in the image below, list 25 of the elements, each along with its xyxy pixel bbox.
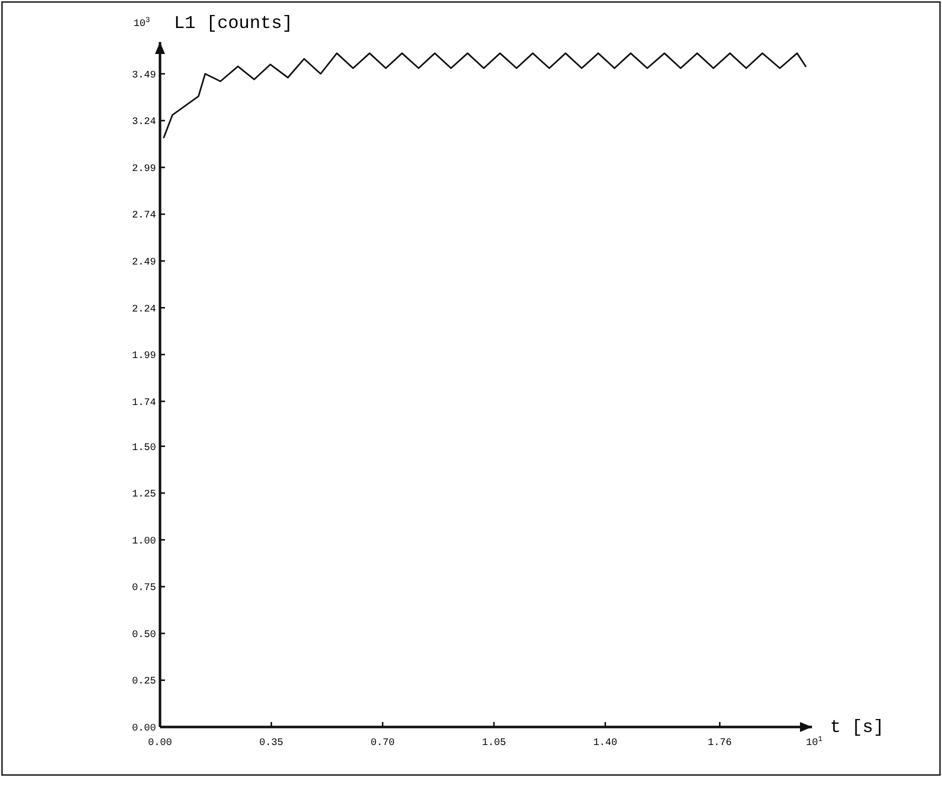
y-tick-label: 0.25 xyxy=(132,676,156,688)
x-tick-label: 0.35 xyxy=(259,738,284,749)
x-axis-title: t [s] xyxy=(830,718,884,738)
x-tick-label: 0.70 xyxy=(370,738,395,749)
y-tick-label: 2.24 xyxy=(132,304,156,316)
text: 10$^{1}$ xyxy=(806,736,824,749)
y-tick-label: 1.99 xyxy=(132,351,156,362)
y-tick-label: 1.74 xyxy=(132,398,156,409)
y-tick-label: 0.75 xyxy=(132,583,156,594)
y-tick-label: 2.99 xyxy=(132,164,156,175)
y-tick-label: 1.50 xyxy=(132,442,156,454)
y-tick-label: 0.50 xyxy=(132,630,156,641)
x-tick-label: 1.76 xyxy=(708,738,732,749)
text: 10$^{3}$ xyxy=(133,16,150,30)
y-tick-label: 3.49 xyxy=(132,70,156,82)
y-tick-label: 3.24 xyxy=(132,117,156,128)
x-tick-label: 1.05 xyxy=(482,738,506,749)
y-tick-label: 1.00 xyxy=(132,536,156,548)
x-tick-label: 0.00 xyxy=(148,738,172,749)
y-tick-label: 1.25 xyxy=(132,490,156,501)
y-tick-label: 2.74 xyxy=(132,210,156,222)
x-tick-label: 1.40 xyxy=(593,738,618,749)
y-axis-title: L1 [counts] xyxy=(174,14,293,34)
y-tick-label: 2.49 xyxy=(132,257,156,268)
y-tick-label: 0.00 xyxy=(132,724,156,734)
